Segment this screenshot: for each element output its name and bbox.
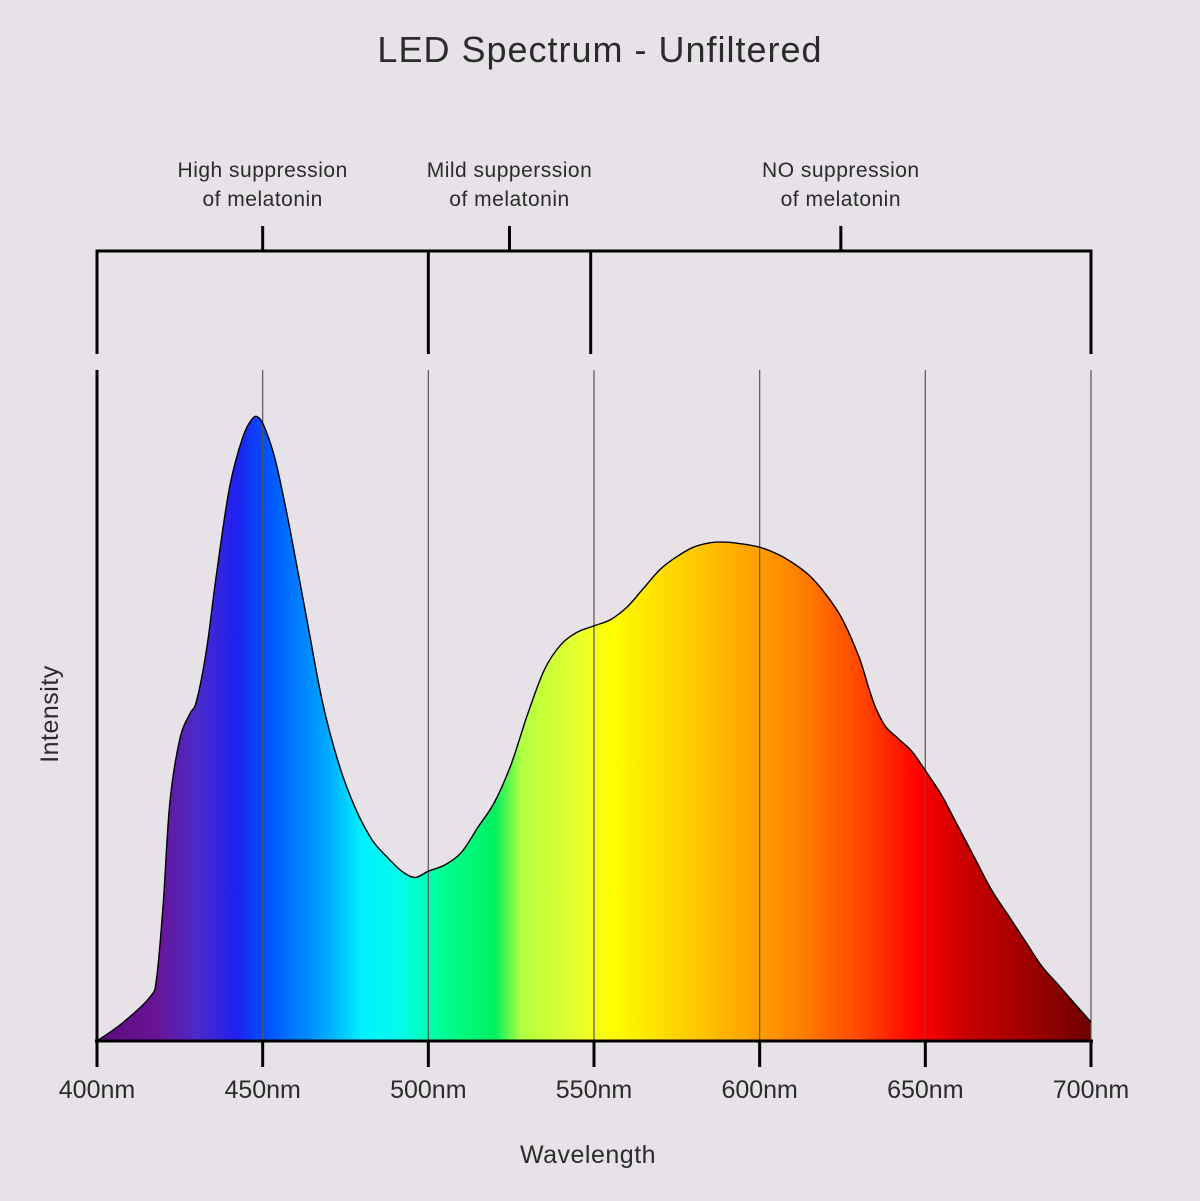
annotation-label-0-line1: High suppression <box>178 159 348 182</box>
annotation-label-1-line2: of melatonin <box>449 188 569 211</box>
x-tick-label-500: 500nm <box>390 1076 466 1104</box>
x-tick-label-600: 600nm <box>721 1076 797 1104</box>
x-tick-label-400: 400nm <box>59 1076 135 1104</box>
suppression-annotations: High suppression of melatonin Mild suppers… <box>95 159 1093 354</box>
annotation-label-2-line2: of melatonin <box>781 188 901 211</box>
annotation-label-0-line2: of melatonin <box>202 188 322 211</box>
x-tick-label-650: 650nm <box>887 1076 963 1104</box>
spectrum-outline <box>96 415 1092 1042</box>
y-axis-label: Intensity <box>36 665 64 763</box>
annotation-label-2-line1: NO suppression <box>762 159 920 182</box>
vertical-gridlines <box>262 370 1092 1041</box>
x-axis-ticks: 400nm 450nm 500nm 550nm 600nm 650nm 700nm <box>59 1041 1129 1104</box>
chart-title: LED Spectrum - Unfiltered <box>377 29 822 70</box>
x-tick-label-550: 550nm <box>556 1076 632 1104</box>
annotation-label-1-line1: Mild supperssion <box>427 159 593 182</box>
x-tick-label-700: 700nm <box>1053 1076 1129 1104</box>
x-tick-label-450: 450nm <box>224 1076 300 1104</box>
x-axis-label: Wavelength <box>520 1141 656 1169</box>
